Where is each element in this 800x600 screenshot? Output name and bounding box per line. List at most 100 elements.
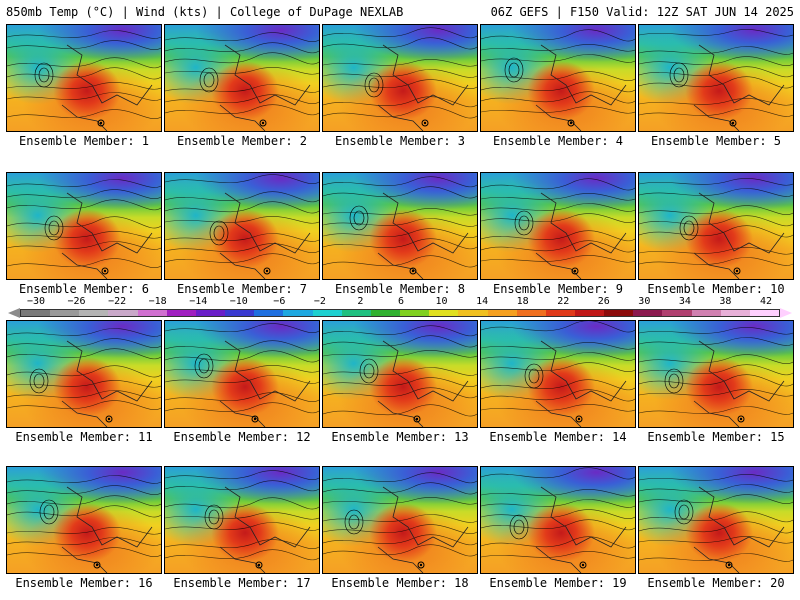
contour-overlay xyxy=(639,327,793,427)
ensemble-member-panel: Ensemble Member: 15 xyxy=(638,320,794,444)
contour-overlay xyxy=(7,179,161,279)
colorbar-cell xyxy=(50,310,80,316)
ensemble-member-panel: Ensemble Member: 14 xyxy=(480,320,636,444)
colorbar-cell xyxy=(166,310,196,316)
ensemble-member-label: Ensemble Member: 19 xyxy=(489,576,627,590)
ensemble-member-label: Ensemble Member: 6 xyxy=(18,282,150,296)
temperature-map xyxy=(6,24,162,132)
ensemble-member-label: Ensemble Member: 1 xyxy=(18,134,150,148)
colorbar-tick-label: −26 xyxy=(67,296,86,307)
colorbar-tick-label: 14 xyxy=(476,296,489,307)
temperature-map xyxy=(322,320,478,428)
temperature-map xyxy=(322,466,478,574)
temperature-map xyxy=(480,466,636,574)
colorbar-strip xyxy=(20,309,780,317)
temperature-map xyxy=(480,172,636,280)
ensemble-member-panel: Ensemble Member: 20 xyxy=(638,466,794,590)
temperature-map xyxy=(164,320,320,428)
ensemble-member-label: Ensemble Member: 9 xyxy=(492,282,624,296)
ensemble-member-panel: Ensemble Member: 17 xyxy=(164,466,320,590)
temperature-map xyxy=(6,172,162,280)
colorbar-left-arrow-icon xyxy=(8,308,20,318)
temperature-map xyxy=(480,24,636,132)
colorbar-cell xyxy=(662,310,692,316)
colorbar-cell xyxy=(254,310,284,316)
colorbar-cell xyxy=(312,310,342,316)
colorbar-tick-label: 42 xyxy=(759,296,773,307)
colorbar-cell xyxy=(691,310,721,316)
ensemble-member-label: Ensemble Member: 20 xyxy=(647,576,785,590)
contour-overlay xyxy=(481,29,635,131)
contour-overlay xyxy=(7,30,161,131)
colorbar-cell xyxy=(545,310,575,316)
ensemble-member-panel: Ensemble Member: 19 xyxy=(480,466,636,590)
ensemble-member-label: Ensemble Member: 3 xyxy=(334,134,466,148)
contour-overlay xyxy=(323,472,477,573)
map-title: 850mb Temp (°C) | Wind (kts) | College o… xyxy=(6,5,404,19)
contour-overlay xyxy=(323,176,477,279)
colorbar-tick-label: 22 xyxy=(557,296,570,307)
contour-overlay xyxy=(323,27,477,131)
temperature-colorbar: −30 −26 −22 −18 −14 −10 −6 −2 2 6 10 14 18 22 26 30 34 38… xyxy=(0,296,800,320)
ensemble-member-panel: Ensemble Member: 9 xyxy=(480,172,636,296)
colorbar-cell xyxy=(108,310,138,316)
colorbar-cell xyxy=(79,310,109,316)
colorbar-cell xyxy=(341,310,371,316)
contour-overlay xyxy=(165,323,319,427)
ensemble-member-panel: Ensemble Member: 2 xyxy=(164,24,320,148)
colorbar-tick-label: −22 xyxy=(108,296,127,307)
temperature-map xyxy=(322,24,478,132)
temperature-map xyxy=(322,172,478,280)
ensemble-member-label: Ensemble Member: 10 xyxy=(647,282,785,296)
temperature-map xyxy=(638,320,794,428)
ensemble-member-panel: Ensemble Member: 5 xyxy=(638,24,794,148)
colorbar-cell xyxy=(137,310,167,316)
colorbar-cell xyxy=(604,310,634,316)
contour-overlay xyxy=(323,325,477,427)
colorbar-cell xyxy=(195,310,226,316)
ensemble-member-label: Ensemble Member: 14 xyxy=(489,430,627,444)
contour-overlay xyxy=(639,474,793,573)
ensemble-member-label: Ensemble Member: 5 xyxy=(650,134,782,148)
ensemble-member-label: Ensemble Member: 18 xyxy=(331,576,469,590)
colorbar-tick-label: −30 xyxy=(26,296,46,307)
colorbar-cell xyxy=(749,310,780,316)
contour-overlay xyxy=(639,29,793,131)
ensemble-member-panel: Ensemble Member: 11 xyxy=(6,320,162,444)
ensemble-member-label: Ensemble Member: 7 xyxy=(176,282,308,296)
ensemble-member-panel: Ensemble Member: 13 xyxy=(322,320,478,444)
temperature-map xyxy=(6,466,162,574)
ensemble-member-panel: Ensemble Member: 6 xyxy=(6,172,162,296)
ensemble-member-panel: Ensemble Member: 18 xyxy=(322,466,478,590)
ensemble-member-panel: Ensemble Member: 16 xyxy=(6,466,162,590)
contour-overlay xyxy=(7,475,161,573)
ensemble-member-label: Ensemble Member: 11 xyxy=(15,430,153,444)
colorbar-cell xyxy=(633,310,663,316)
colorbar-tick-label: −10 xyxy=(229,296,248,307)
colorbar-tick-label: −2 xyxy=(313,296,326,307)
ensemble-member-panel: Ensemble Member: 8 xyxy=(322,172,478,296)
colorbar-cell xyxy=(720,310,750,316)
ensemble-member-label: Ensemble Member: 12 xyxy=(173,430,311,444)
ensemble-member-label: Ensemble Member: 8 xyxy=(334,282,466,296)
colorbar-cell xyxy=(516,310,546,316)
colorbar-cell xyxy=(574,310,605,316)
ensemble-member-label: Ensemble Member: 15 xyxy=(647,430,785,444)
temperature-map xyxy=(164,24,320,132)
colorbar-cell xyxy=(487,310,517,316)
colorbar-tick-label: 10 xyxy=(435,296,448,307)
colorbar-cell xyxy=(429,310,459,316)
ensemble-member-label: Ensemble Member: 17 xyxy=(173,576,311,590)
ensemble-member-panel: Ensemble Member: 4 xyxy=(480,24,636,148)
contour-overlay xyxy=(481,178,635,279)
contour-overlay xyxy=(165,470,319,573)
colorbar-tick-label: −14 xyxy=(189,296,208,307)
contour-overlay xyxy=(481,467,635,573)
colorbar-cell xyxy=(283,310,313,316)
ensemble-member-label: Ensemble Member: 13 xyxy=(331,430,469,444)
ensemble-member-label: Ensemble Member: 4 xyxy=(492,134,624,148)
header: 850mb Temp (°C) | Wind (kts) | College o… xyxy=(0,0,800,22)
temperature-map xyxy=(6,320,162,428)
colorbar-cell xyxy=(458,310,488,316)
ensemble-member-panel: Ensemble Member: 3 xyxy=(322,24,478,148)
